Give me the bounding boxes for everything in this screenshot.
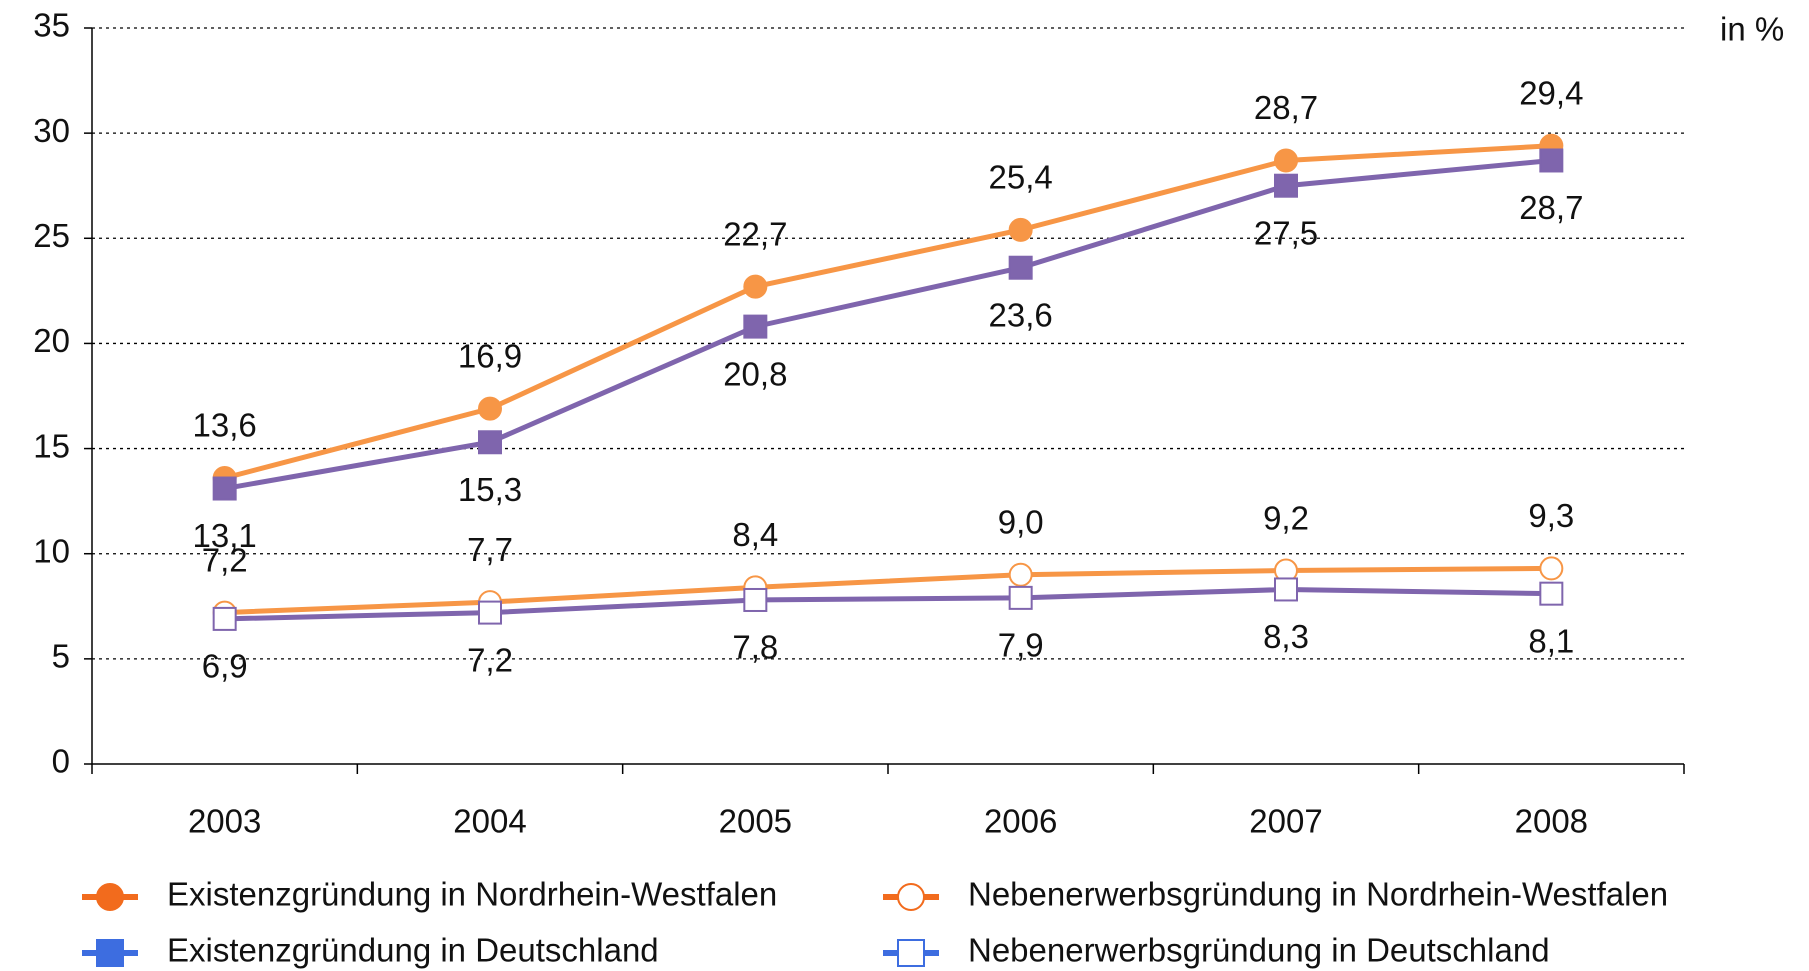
- data-label: 28,7: [1519, 189, 1583, 226]
- legend-marker: [897, 939, 925, 967]
- data-point: [1274, 577, 1298, 602]
- data-label: 13,6: [193, 407, 257, 444]
- data-point: [1539, 148, 1564, 173]
- legend-marker: [96, 939, 124, 967]
- data-label: 9,2: [1263, 499, 1309, 536]
- y-tick-label: 5: [52, 638, 70, 675]
- y-tick-label: 20: [33, 322, 70, 359]
- data-point: [743, 587, 768, 612]
- legend-marker: [897, 883, 925, 911]
- data-point: [743, 314, 768, 339]
- x-tick-label: 2007: [1249, 803, 1322, 840]
- data-label: 27,5: [1254, 214, 1318, 251]
- data-label: 13,1: [193, 517, 257, 554]
- data-point: [478, 430, 502, 455]
- data-label: 7,2: [467, 641, 513, 678]
- data-label: 15,3: [458, 471, 522, 508]
- data-label: 22,7: [723, 215, 787, 252]
- data-label: 16,9: [458, 337, 522, 374]
- data-label: 7,7: [467, 531, 513, 568]
- series-line: [224, 157, 1552, 491]
- y-tick-label: 10: [33, 532, 70, 569]
- data-label: 9,0: [998, 503, 1044, 540]
- data-label: 20,8: [723, 355, 787, 392]
- data-label: 7,8: [732, 629, 778, 666]
- legend-label: Nebenerwerbsgründung in Deutschland: [968, 932, 1550, 969]
- data-label: 23,6: [989, 296, 1053, 333]
- data-point: [1539, 581, 1564, 606]
- data-label: 28,7: [1254, 89, 1318, 126]
- y-tick-label: 35: [33, 7, 70, 44]
- y-tick-label: 0: [52, 743, 70, 780]
- x-tick-label: 2004: [453, 803, 526, 840]
- legend-label: Existenzgründung in Nordrhein-Westfalen: [167, 876, 777, 913]
- legend-label: Nebenerwerbsgründung in Nordrhein-Westfa…: [968, 876, 1668, 913]
- y-tick-label: 15: [33, 427, 70, 464]
- x-tick-label: 2003: [188, 803, 261, 840]
- legend-label: Existenzgründung in Deutschland: [167, 932, 659, 969]
- data-label: 7,9: [998, 627, 1044, 664]
- data-point: [1008, 217, 1033, 242]
- data-point: [1274, 148, 1298, 173]
- series-line: [224, 565, 1552, 616]
- x-tick-label: 2008: [1515, 803, 1588, 840]
- legend-marker: [96, 883, 124, 911]
- data-label: 6,9: [202, 648, 248, 685]
- data-label: 7,2: [202, 541, 248, 578]
- x-tick-label: 2005: [719, 803, 792, 840]
- data-point: [1539, 556, 1564, 581]
- data-label: 29,4: [1519, 74, 1583, 111]
- data-label: 8,3: [1263, 618, 1309, 655]
- data-point: [743, 274, 768, 299]
- unit-label: in %: [1720, 11, 1784, 48]
- data-point: [1274, 173, 1298, 198]
- data-point: [1008, 255, 1033, 280]
- x-tick-label: 2006: [984, 803, 1057, 840]
- y-tick-label: 25: [33, 217, 70, 254]
- data-label: 9,3: [1528, 497, 1574, 534]
- data-point: [1008, 562, 1033, 587]
- data-point: [212, 606, 237, 631]
- data-point: [478, 396, 502, 421]
- series-line: [224, 586, 1552, 622]
- data-label: 25,4: [989, 159, 1053, 196]
- data-point: [212, 476, 237, 501]
- data-label: 8,4: [732, 516, 778, 553]
- series-line: [224, 143, 1552, 481]
- data-point: [1008, 585, 1033, 610]
- y-tick-label: 30: [33, 112, 70, 149]
- data-label: 8,1: [1528, 622, 1574, 659]
- data-point: [478, 600, 502, 625]
